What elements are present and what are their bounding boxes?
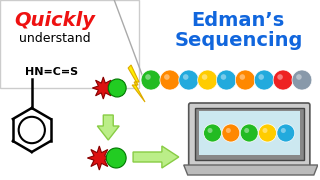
FancyBboxPatch shape bbox=[199, 111, 300, 155]
Text: Sequencing: Sequencing bbox=[174, 30, 302, 50]
Circle shape bbox=[277, 74, 283, 80]
Circle shape bbox=[226, 128, 231, 133]
Circle shape bbox=[204, 124, 221, 142]
Circle shape bbox=[273, 70, 293, 90]
Circle shape bbox=[208, 128, 212, 133]
Circle shape bbox=[292, 70, 312, 90]
Polygon shape bbox=[92, 77, 114, 99]
Circle shape bbox=[198, 70, 218, 90]
Circle shape bbox=[240, 74, 245, 80]
Circle shape bbox=[262, 128, 268, 133]
Text: Edman’s: Edman’s bbox=[192, 10, 285, 30]
Circle shape bbox=[202, 74, 207, 80]
Circle shape bbox=[236, 70, 255, 90]
Circle shape bbox=[222, 124, 240, 142]
Text: HN=C=S: HN=C=S bbox=[25, 67, 78, 77]
Circle shape bbox=[281, 128, 286, 133]
Polygon shape bbox=[128, 65, 145, 102]
Circle shape bbox=[277, 124, 295, 142]
Polygon shape bbox=[97, 115, 119, 140]
Polygon shape bbox=[133, 146, 179, 168]
Circle shape bbox=[164, 74, 170, 80]
Circle shape bbox=[106, 148, 126, 168]
FancyBboxPatch shape bbox=[189, 103, 310, 167]
FancyBboxPatch shape bbox=[195, 108, 304, 160]
Text: Quickly: Quickly bbox=[14, 10, 95, 30]
Circle shape bbox=[221, 74, 226, 80]
Polygon shape bbox=[184, 165, 318, 175]
Circle shape bbox=[145, 74, 151, 80]
Circle shape bbox=[217, 70, 236, 90]
Circle shape bbox=[160, 70, 180, 90]
Text: understand: understand bbox=[19, 31, 91, 44]
Circle shape bbox=[296, 74, 302, 80]
Circle shape bbox=[254, 70, 274, 90]
Circle shape bbox=[259, 124, 276, 142]
FancyBboxPatch shape bbox=[0, 0, 139, 88]
Circle shape bbox=[240, 124, 258, 142]
Circle shape bbox=[141, 70, 161, 90]
Circle shape bbox=[108, 79, 126, 97]
Circle shape bbox=[179, 70, 199, 90]
Circle shape bbox=[259, 74, 264, 80]
Circle shape bbox=[244, 128, 249, 133]
Polygon shape bbox=[87, 146, 111, 170]
Circle shape bbox=[183, 74, 188, 80]
